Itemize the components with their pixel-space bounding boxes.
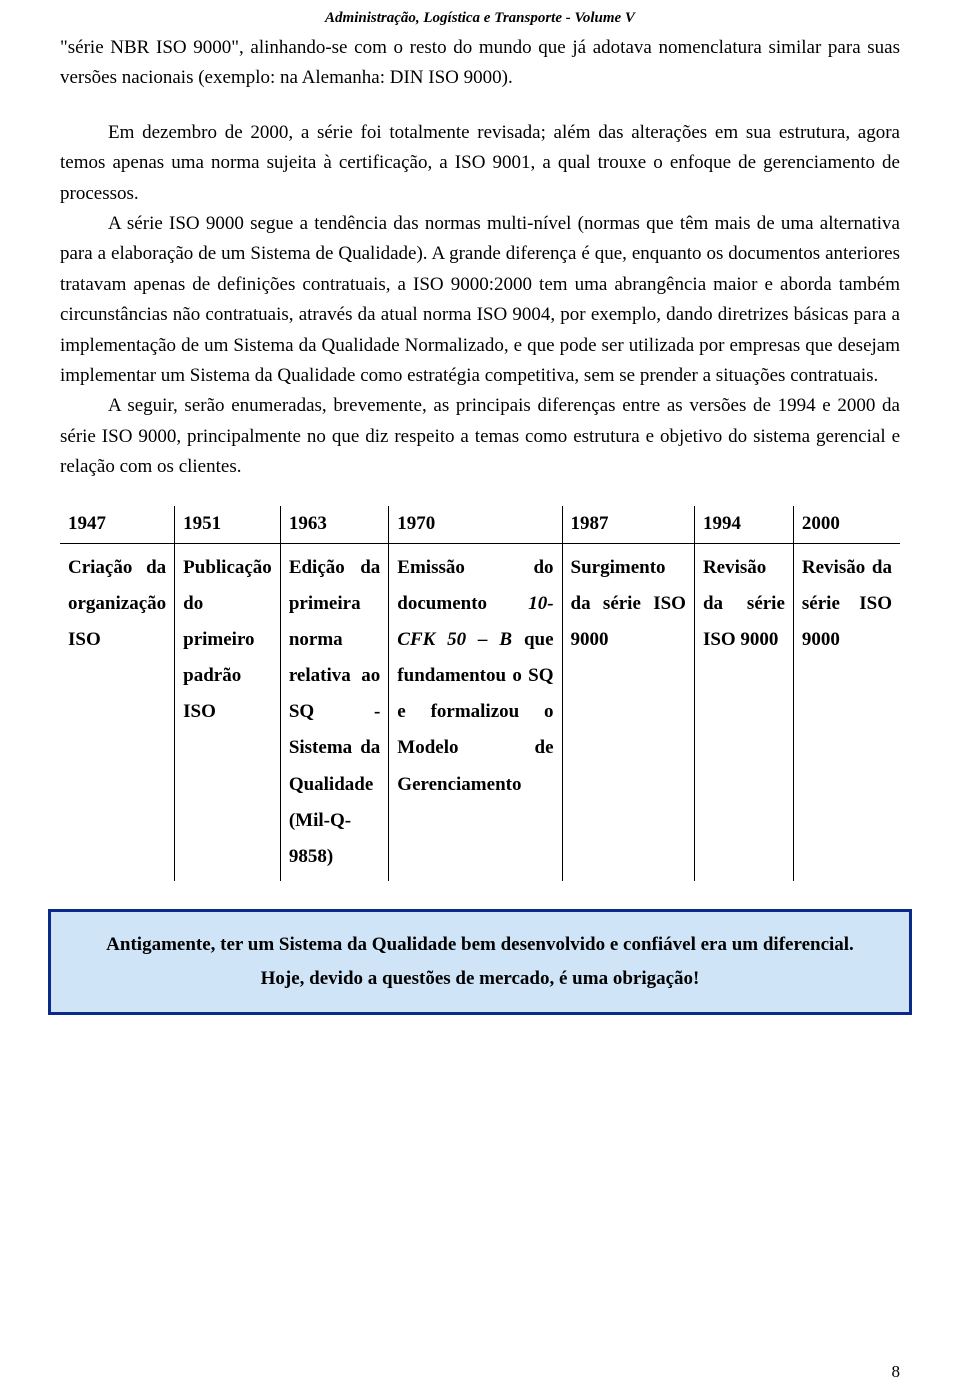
page-number: 8 (892, 1362, 901, 1382)
callout-box: Antigamente, ter um Sistema da Qualidade… (48, 909, 912, 1015)
page-header: Administração, Logística e Transporte - … (60, 10, 900, 27)
year-cell: 1963 (280, 506, 388, 543)
cell-text: que fundamentou o SQ e formalizou o Mode… (397, 629, 553, 794)
year-cell: 1987 (562, 506, 694, 543)
year-cell: 1994 (694, 506, 793, 543)
year-cell: 1970 (389, 506, 562, 543)
paragraph-3: A série ISO 9000 segue a tendência das n… (60, 209, 900, 391)
table-body-row: Criação da organização ISO Publicação do… (60, 543, 900, 880)
year-cell: 1947 (60, 506, 175, 543)
table-cell: Criação da organização ISO (60, 543, 175, 880)
table-header-row: 1947 1951 1963 1970 1987 1994 2000 (60, 506, 900, 543)
paragraph-1: "série NBR ISO 9000", alinhando-se com o… (60, 33, 900, 94)
paragraph-4: A seguir, serão enumeradas, brevemente, … (60, 391, 900, 482)
year-cell: 2000 (793, 506, 900, 543)
paragraph-2: Em dezembro de 2000, a série foi totalme… (60, 118, 900, 209)
table-cell: Emissão do documento 10-CFK 50 – B que f… (389, 543, 562, 880)
table-cell: Publicação do primeiro padrão ISO (175, 543, 281, 880)
table-cell: Revisão da série ISO 9000 (694, 543, 793, 880)
table-cell: Revisão da série ISO 9000 (793, 543, 900, 880)
table-cell: Edição da primeira norma relativa ao SQ … (280, 543, 388, 880)
year-cell: 1951 (175, 506, 281, 543)
table-cell: Surgimento da série ISO 9000 (562, 543, 694, 880)
timeline-table: 1947 1951 1963 1970 1987 1994 2000 Criaç… (60, 506, 900, 880)
